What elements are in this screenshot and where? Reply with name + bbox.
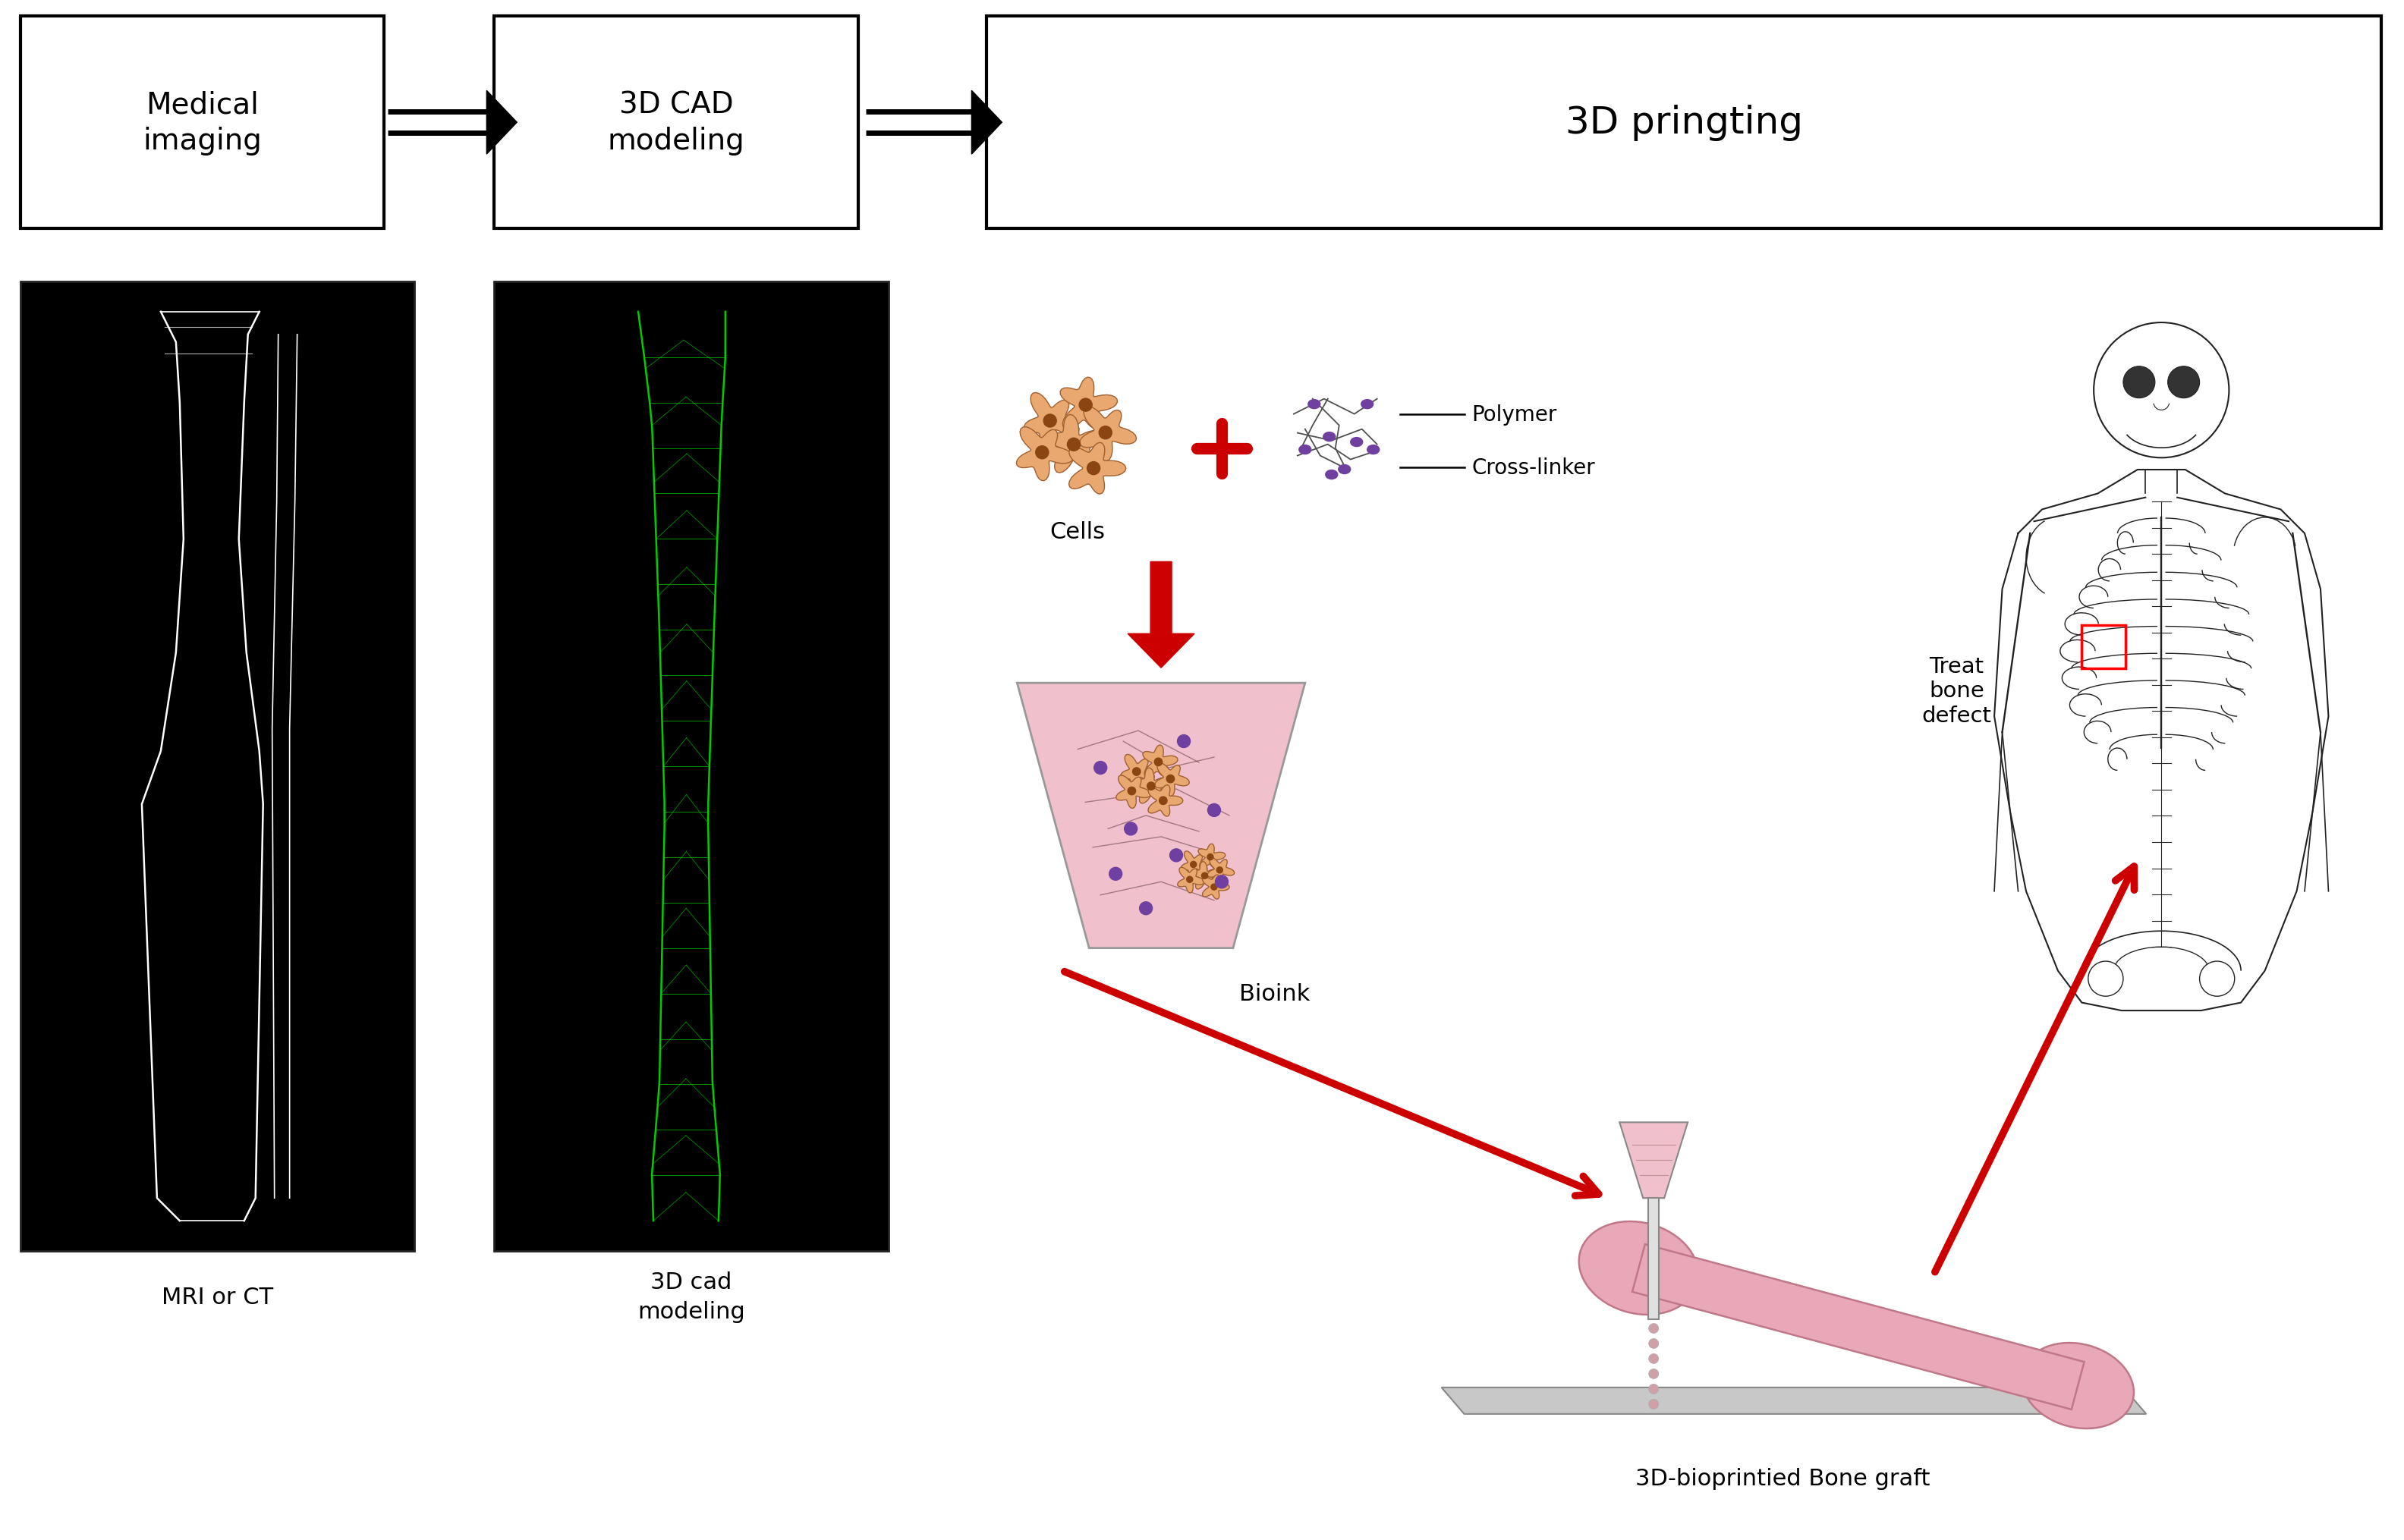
Circle shape: [1125, 822, 1137, 836]
Circle shape: [1649, 1338, 1659, 1349]
Bar: [495, 282, 887, 1250]
Polygon shape: [1115, 776, 1152, 808]
Circle shape: [2168, 367, 2200, 399]
Text: Medical
imaging: Medical imaging: [142, 91, 262, 156]
Polygon shape: [1127, 562, 1195, 668]
Polygon shape: [1178, 867, 1204, 893]
Circle shape: [1147, 782, 1154, 790]
Text: 3D cad
modeling: 3D cad modeling: [637, 1270, 745, 1323]
Polygon shape: [1154, 764, 1190, 796]
Ellipse shape: [1298, 445, 1310, 454]
Circle shape: [1649, 1369, 1659, 1378]
Polygon shape: [486, 91, 517, 154]
Circle shape: [1178, 735, 1190, 748]
Polygon shape: [1207, 858, 1233, 884]
Ellipse shape: [1579, 1221, 1697, 1315]
Polygon shape: [1197, 844, 1226, 869]
Text: 3D-bioprintied Bone graft: 3D-bioprintied Bone graft: [1635, 1468, 1930, 1489]
Ellipse shape: [2022, 1343, 2135, 1429]
Bar: [1649, 1198, 1659, 1320]
Polygon shape: [971, 91, 1002, 154]
Polygon shape: [1120, 755, 1154, 790]
Circle shape: [1127, 787, 1135, 795]
Circle shape: [1202, 873, 1207, 879]
Circle shape: [1043, 414, 1055, 428]
Polygon shape: [1048, 416, 1103, 473]
Circle shape: [1649, 1384, 1659, 1394]
Ellipse shape: [1361, 400, 1373, 410]
Circle shape: [1094, 762, 1106, 775]
Bar: [986, 17, 2380, 229]
Text: 3D CAD
modeling: 3D CAD modeling: [608, 91, 745, 156]
Polygon shape: [1620, 1123, 1688, 1198]
Bar: [495, 17, 858, 229]
Circle shape: [1207, 804, 1221, 816]
Polygon shape: [1149, 785, 1183, 816]
Circle shape: [1649, 1400, 1659, 1409]
Bar: [22, 282, 413, 1250]
Polygon shape: [1135, 768, 1168, 804]
Circle shape: [2094, 323, 2229, 459]
Text: 3D pringting: 3D pringting: [1565, 105, 1803, 142]
Polygon shape: [1017, 684, 1305, 949]
Circle shape: [2200, 961, 2236, 996]
Circle shape: [1132, 768, 1139, 776]
Circle shape: [1139, 902, 1152, 915]
Polygon shape: [1202, 875, 1228, 899]
Text: MRI or CT: MRI or CT: [161, 1286, 274, 1307]
Circle shape: [1190, 862, 1197, 869]
Ellipse shape: [1368, 445, 1380, 454]
Circle shape: [1067, 439, 1079, 451]
Circle shape: [2089, 961, 2123, 996]
Polygon shape: [1024, 393, 1079, 451]
Circle shape: [1188, 876, 1192, 882]
Circle shape: [1216, 867, 1224, 873]
Circle shape: [2123, 367, 2154, 399]
Bar: [22, 17, 385, 229]
Text: Polymer: Polymer: [1471, 403, 1558, 425]
Polygon shape: [1017, 428, 1072, 480]
Circle shape: [1154, 758, 1161, 767]
Text: Cells: Cells: [1051, 521, 1106, 544]
Circle shape: [1216, 876, 1228, 889]
Text: Treat
bone
defect: Treat bone defect: [1921, 656, 1991, 725]
Circle shape: [1166, 775, 1176, 784]
Ellipse shape: [1351, 437, 1363, 447]
Ellipse shape: [1322, 433, 1334, 442]
Ellipse shape: [1339, 465, 1351, 474]
Ellipse shape: [1325, 471, 1337, 479]
Polygon shape: [1180, 852, 1207, 879]
Text: Cross-linker: Cross-linker: [1471, 457, 1596, 477]
Ellipse shape: [1308, 400, 1320, 410]
Circle shape: [1087, 462, 1101, 476]
Polygon shape: [1442, 1388, 2147, 1414]
Circle shape: [1108, 867, 1123, 881]
Polygon shape: [1060, 377, 1118, 430]
Circle shape: [1036, 447, 1048, 459]
Circle shape: [1079, 399, 1091, 411]
Polygon shape: [1142, 745, 1178, 778]
Bar: [2082, 625, 2125, 668]
Polygon shape: [1192, 862, 1219, 890]
Polygon shape: [1079, 407, 1137, 462]
Polygon shape: [1070, 444, 1125, 494]
Circle shape: [1212, 884, 1216, 890]
Circle shape: [1207, 855, 1214, 861]
Polygon shape: [1632, 1244, 2084, 1409]
Circle shape: [1171, 849, 1183, 862]
Circle shape: [1649, 1323, 1659, 1334]
Circle shape: [1159, 798, 1166, 805]
Text: Bioink: Bioink: [1240, 983, 1310, 1004]
Circle shape: [1649, 1354, 1659, 1363]
Circle shape: [1099, 427, 1113, 439]
